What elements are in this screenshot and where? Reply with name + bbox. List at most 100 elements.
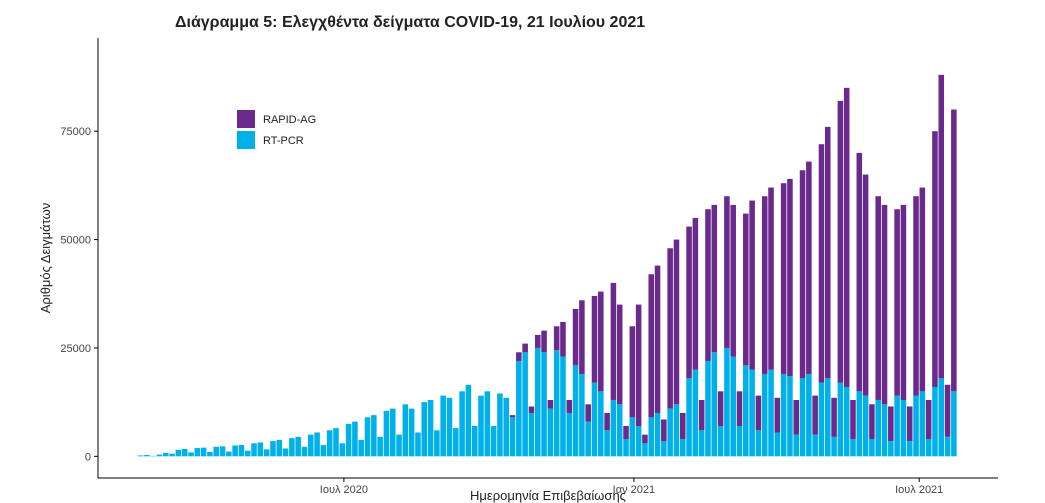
bar: [850, 438, 856, 457]
bar: [661, 441, 667, 457]
bar: [925, 399, 932, 439]
bar: [282, 448, 289, 457]
bar: [181, 448, 188, 457]
bar: [427, 399, 434, 457]
bar: [768, 369, 774, 457]
bar: [333, 428, 339, 457]
bar: [308, 434, 314, 457]
bar: [616, 304, 623, 405]
bar: [453, 428, 459, 457]
bar: [913, 196, 919, 396]
bar: [263, 449, 270, 457]
bar: [761, 373, 768, 457]
bar: [163, 452, 169, 457]
bar: [812, 434, 818, 457]
bar: [856, 152, 863, 392]
bar: [446, 397, 453, 457]
bar: [698, 399, 705, 431]
bar: [888, 441, 894, 457]
bar: [371, 415, 377, 457]
bar: [623, 438, 629, 457]
bar: [862, 395, 869, 457]
bar: [749, 369, 755, 457]
bar: [932, 131, 938, 387]
bar: [862, 174, 869, 396]
bar: [144, 455, 150, 457]
bar: [692, 369, 699, 457]
x-tick-label: Ιουλ 2021: [895, 484, 943, 496]
bar: [408, 408, 415, 457]
bar: [673, 239, 680, 405]
bar: [642, 434, 648, 444]
bar: [497, 393, 503, 457]
bar: [547, 399, 554, 409]
bar: [610, 399, 617, 457]
x-tick-label: Ιαν 2021: [613, 484, 655, 496]
bar: [352, 421, 358, 457]
bar: [768, 187, 774, 370]
bar: [598, 391, 604, 457]
bar: [793, 399, 800, 435]
bar: [200, 447, 207, 457]
bar: [831, 397, 837, 437]
bar: [724, 196, 730, 348]
bar: [692, 217, 699, 370]
bar: [787, 178, 793, 377]
bar: [358, 439, 364, 457]
legend-label: RAPID-AG: [263, 114, 316, 126]
bar: [604, 412, 610, 431]
bar: [459, 391, 465, 457]
bar: [553, 326, 560, 351]
bar: [276, 439, 283, 457]
bar: [913, 395, 919, 457]
x-axis-label: Ημερομηνία Επιβεβαίωσης: [470, 488, 626, 503]
bar: [389, 408, 396, 457]
bar: [238, 445, 245, 457]
bar: [686, 226, 692, 379]
x-tick-label: Ιουλ 2020: [320, 484, 368, 496]
bar: [541, 330, 547, 353]
y-axis-label: Αριθμός Δειγμάτων: [38, 203, 53, 314]
bar: [314, 432, 320, 457]
bar: [301, 446, 308, 457]
bar: [938, 378, 945, 457]
bar: [806, 161, 812, 374]
bar: [736, 391, 743, 426]
legend-label: RT-PCR: [263, 135, 304, 147]
bar: [900, 204, 907, 400]
bar: [434, 430, 440, 457]
bar: [547, 408, 554, 457]
bar: [906, 441, 913, 457]
bar: [900, 399, 907, 457]
bar: [635, 425, 642, 457]
bar: [232, 445, 238, 457]
bar: [364, 417, 371, 457]
bar: [289, 438, 295, 457]
bar: [654, 412, 661, 457]
bar: [270, 441, 276, 457]
bar: [799, 378, 806, 457]
bar: [881, 204, 888, 405]
bar: [591, 295, 598, 383]
y-tick-label: 75000: [60, 126, 91, 138]
bar: [604, 430, 610, 457]
bar: [850, 399, 856, 439]
bar: [843, 87, 850, 387]
bar: [686, 378, 692, 457]
bar: [560, 321, 566, 357]
bar: [648, 274, 655, 418]
bar: [667, 408, 673, 457]
bar: [679, 412, 686, 439]
bar: [320, 445, 327, 457]
bar: [194, 448, 201, 457]
y-tick-label: 25000: [60, 343, 91, 355]
bar: [257, 442, 264, 457]
bar: [383, 410, 390, 457]
bar: [951, 391, 957, 457]
bar: [654, 265, 661, 413]
bar: [875, 196, 881, 400]
bar: [932, 386, 938, 457]
bar: [629, 326, 636, 418]
bar: [843, 386, 850, 457]
bar: [478, 395, 484, 457]
